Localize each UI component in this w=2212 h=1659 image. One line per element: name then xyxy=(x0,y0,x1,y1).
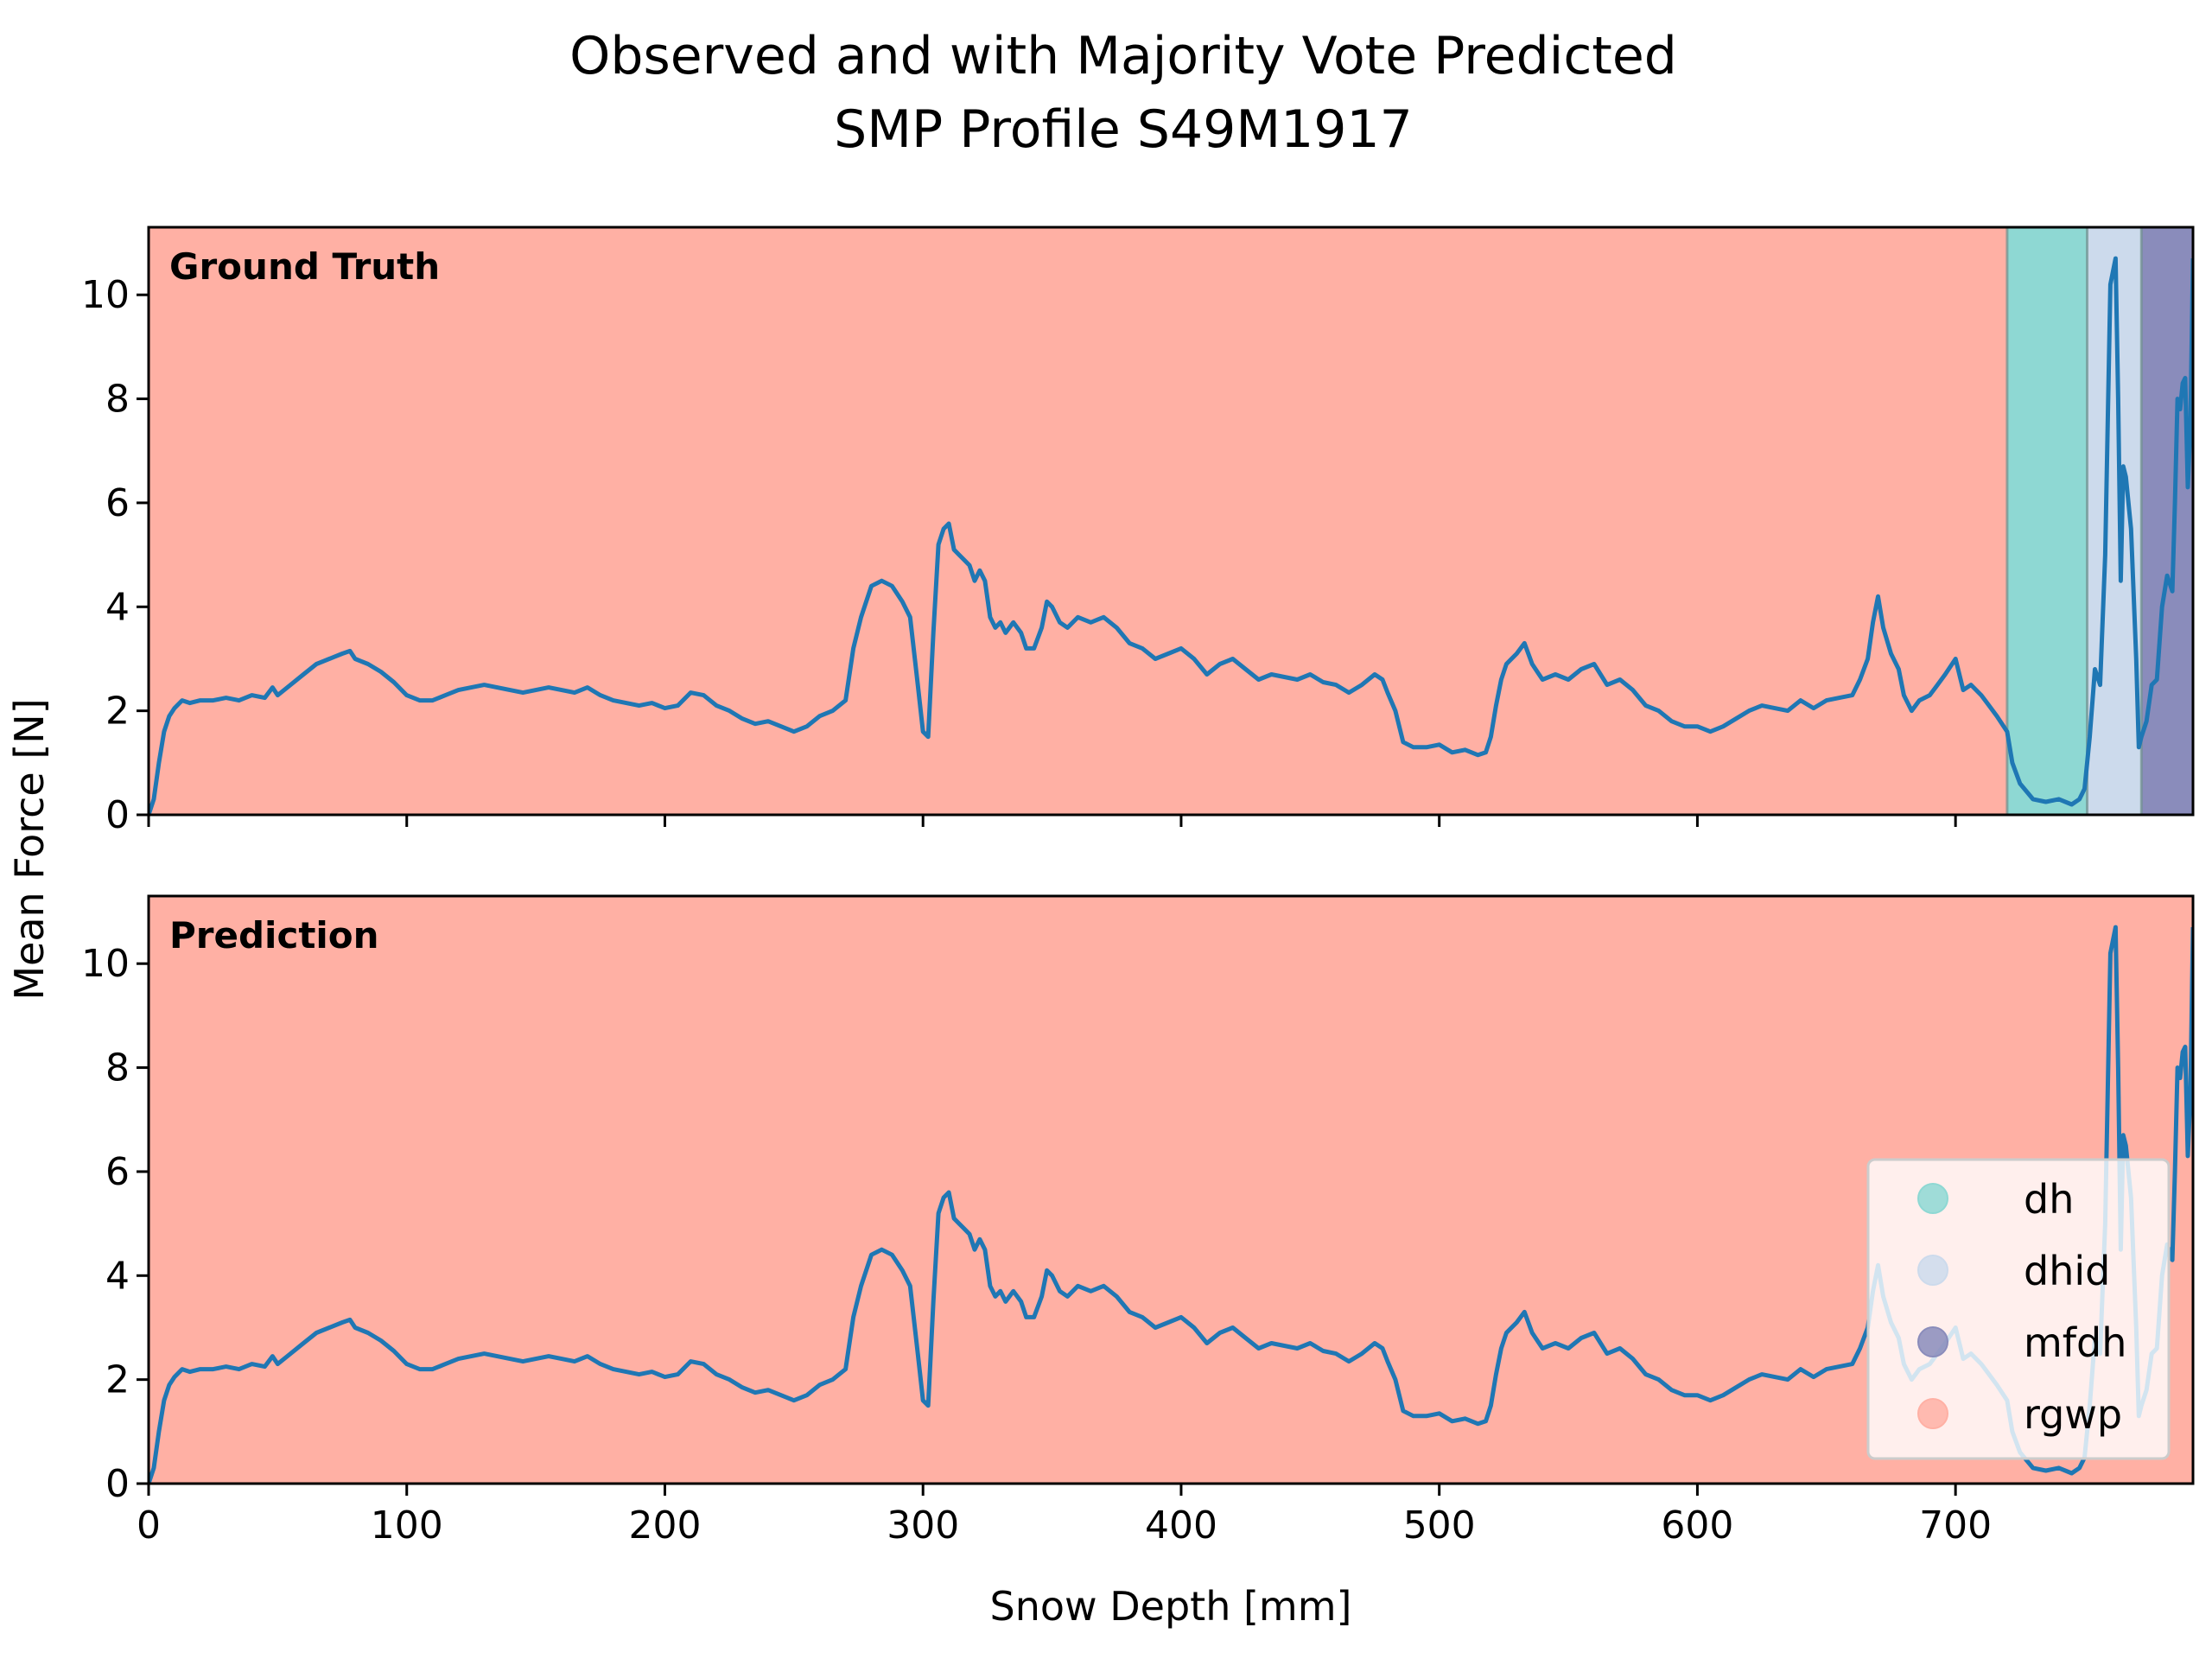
legend: dh dhid mfdh rgwp xyxy=(1866,1158,2171,1460)
x-tick-label: 100 xyxy=(371,1503,443,1548)
legend-label: rgwp xyxy=(2024,1391,2122,1438)
panel-label: Ground Truth xyxy=(169,245,440,288)
force-line xyxy=(149,256,2193,815)
x-tick-label: 400 xyxy=(1145,1503,1217,1548)
legend-entry-dh: dh xyxy=(1917,1176,2074,1223)
plot-frame xyxy=(147,894,2195,1485)
chart-subtitle: SMP Profile S49M1917 xyxy=(834,99,1413,160)
legend-marker xyxy=(1917,1326,1948,1357)
y-axis-label: Mean Force [N] xyxy=(6,698,53,1000)
legend-entry-mfdh: mfdh xyxy=(1917,1319,2126,1366)
plot-frame xyxy=(147,226,2195,817)
y-tick-label: 4 xyxy=(105,585,130,629)
y-tick-label: 8 xyxy=(105,1046,130,1090)
y-tick-label: 6 xyxy=(105,1150,130,1194)
segment-mfdh xyxy=(2141,227,2193,815)
legend-entry-rgwp: rgwp xyxy=(1917,1391,2122,1438)
x-tick-label: 200 xyxy=(628,1503,701,1548)
segment-rgwp xyxy=(149,227,2007,815)
legend-marker xyxy=(1917,1183,1948,1214)
y-tick-label: 10 xyxy=(81,942,130,986)
legend-label: dh xyxy=(2024,1176,2074,1223)
y-tick-label: 2 xyxy=(105,1358,130,1402)
legend-frame xyxy=(1866,1158,2171,1460)
x-tick-label: 500 xyxy=(1403,1503,1476,1548)
y-tick-label: 0 xyxy=(105,1462,130,1506)
segment-dhid xyxy=(2087,227,2142,815)
x-axis-label: Snow Depth [mm] xyxy=(990,1583,1352,1630)
y-tick-label: 4 xyxy=(105,1254,130,1298)
segment-rgwp xyxy=(149,896,2193,1484)
legend-entry-dhid: dhid xyxy=(1917,1248,2110,1294)
legend-marker xyxy=(1917,1255,1948,1286)
legend-label: dhid xyxy=(2024,1248,2110,1294)
x-tick-label: 600 xyxy=(1661,1503,1733,1548)
x-tick-label: 0 xyxy=(137,1503,161,1548)
y-tick-label: 0 xyxy=(105,793,130,837)
panel-ground-truth: 0 2 4 6 8 10 Ground Truth xyxy=(81,226,2195,837)
x-tick-label: 300 xyxy=(887,1503,959,1548)
y-tick-label: 6 xyxy=(105,481,130,525)
y-tick-label: 10 xyxy=(81,273,130,317)
x-tick-label: 700 xyxy=(1919,1503,1992,1548)
segment-dh xyxy=(2006,227,2088,815)
y-tick-label: 2 xyxy=(105,690,130,734)
chart-title: Observed and with Majority Vote Predicte… xyxy=(569,26,1677,86)
panel-label: Prediction xyxy=(169,914,379,957)
legend-marker xyxy=(1917,1398,1948,1429)
y-tick-label: 8 xyxy=(105,378,130,422)
legend-label: mfdh xyxy=(2024,1319,2126,1366)
